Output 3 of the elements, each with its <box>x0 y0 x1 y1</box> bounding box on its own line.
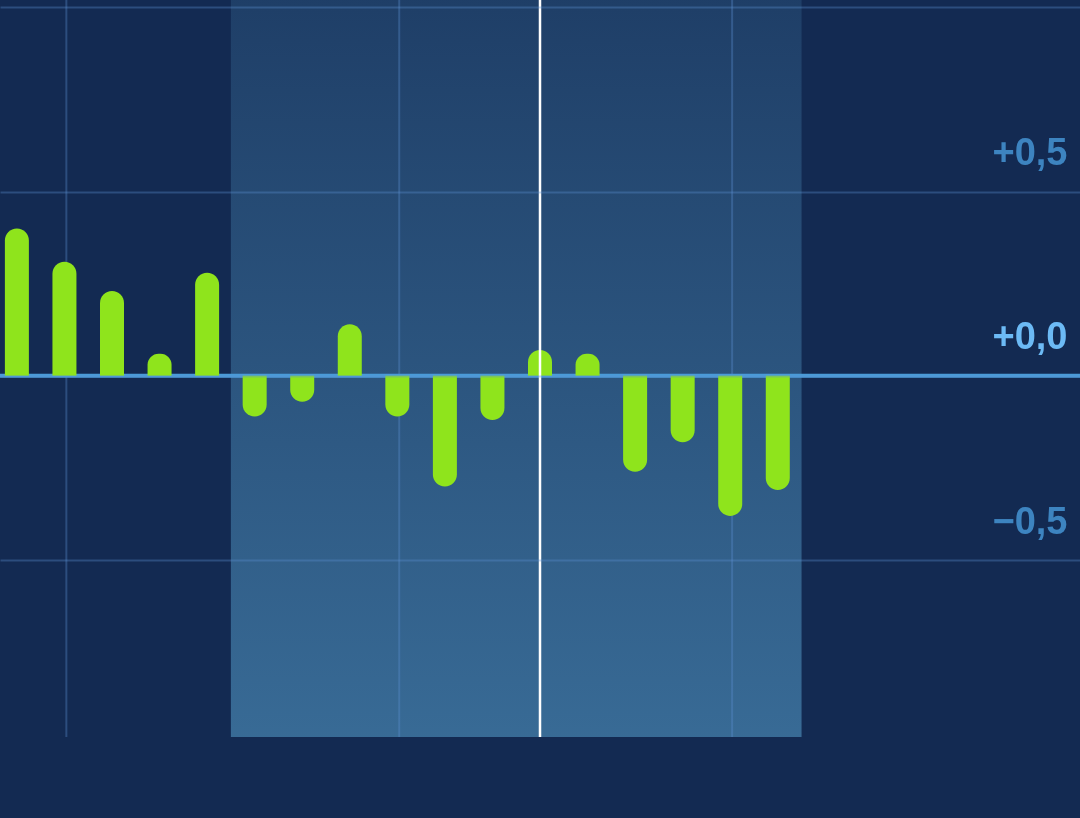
y-tick-label: −0,5 <box>992 499 1068 542</box>
y-tick-label: +0,0 <box>992 315 1068 358</box>
y-tick-label: +0,5 <box>992 131 1068 174</box>
